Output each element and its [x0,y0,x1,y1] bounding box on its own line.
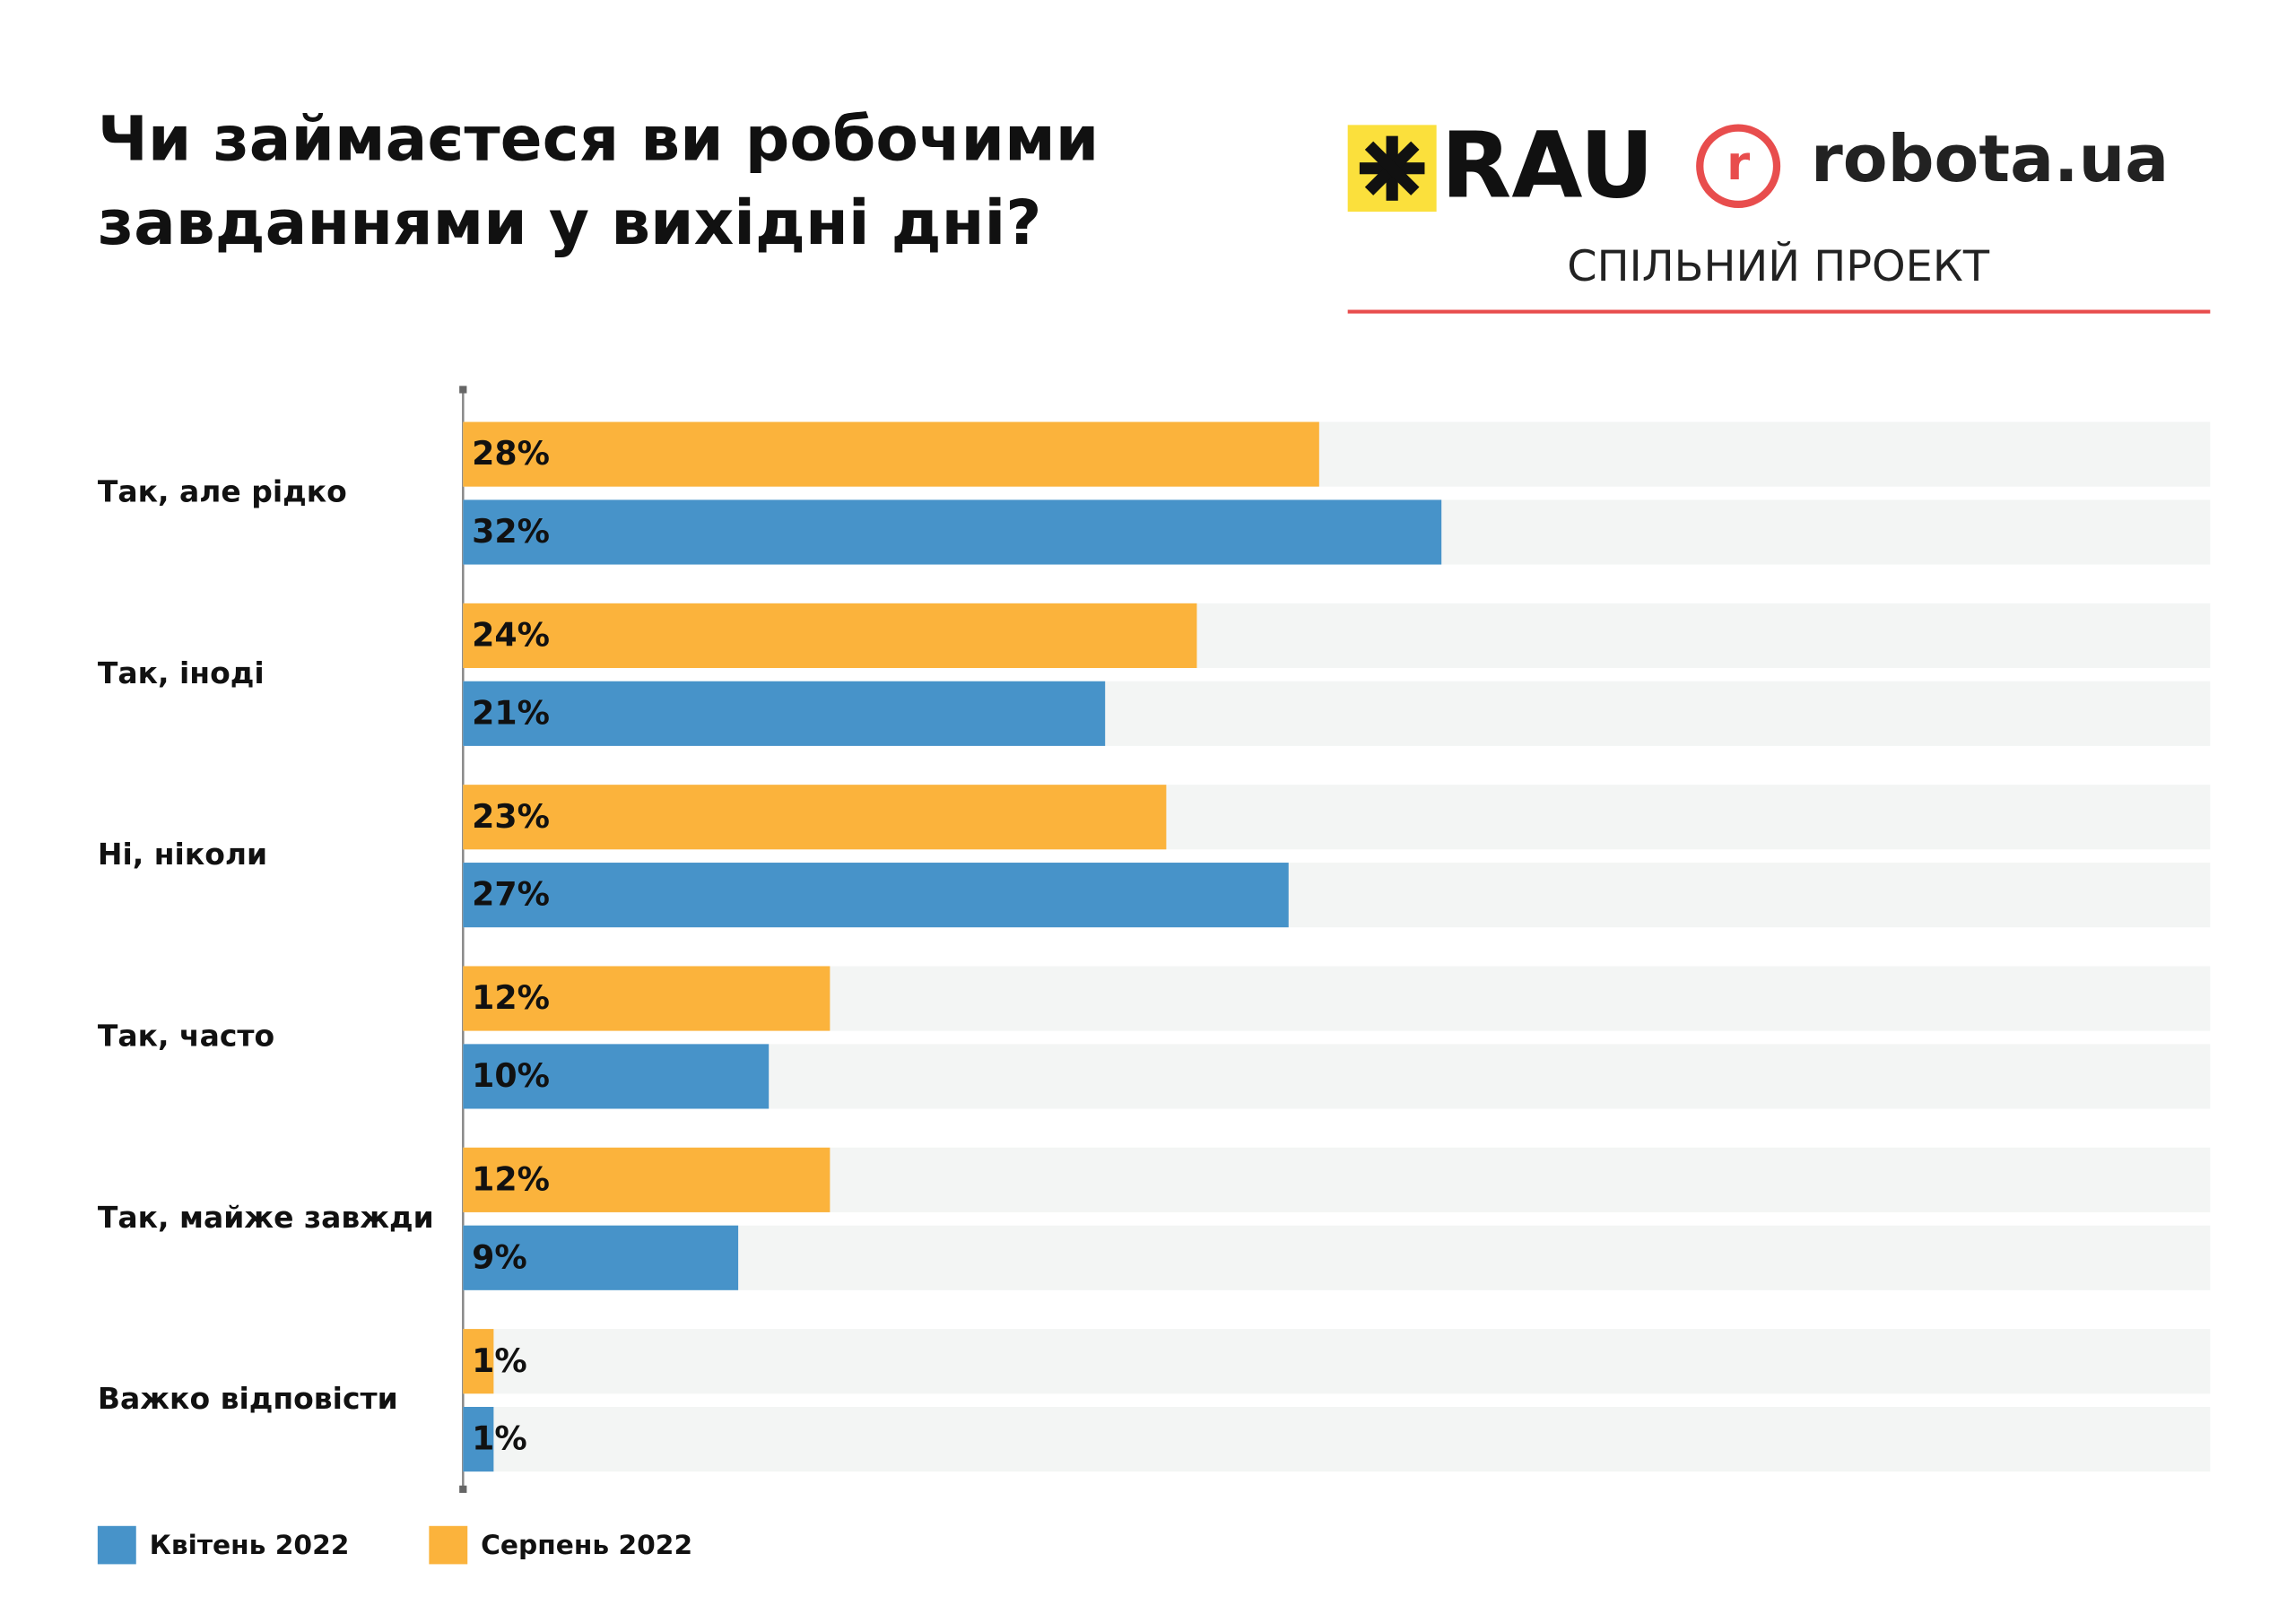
value-label: 1% [472,1341,527,1380]
value-label: 12% [472,978,550,1017]
category-label: Так, іноді [98,655,265,690]
bar [463,863,1289,928]
tagline: СПІЛЬНИЙ ПРОЕКТ [1567,240,1990,291]
category-label: Ні, ніколи [98,837,267,872]
bar [463,499,1442,565]
bar [463,1147,831,1212]
bar [463,1329,494,1394]
value-label: 28% [472,434,550,473]
value-label: 32% [472,512,550,551]
bar [463,966,831,1031]
category-label: Так, часто [98,1019,274,1054]
value-label: 12% [472,1160,550,1199]
logo-robota-text: robota.ua [1811,122,2169,197]
bar [463,1044,770,1109]
value-label: 21% [472,694,550,733]
logo-rau-text: RAU [1441,113,1655,220]
logo-icon: r [1726,136,1750,191]
axis-cap [459,386,467,394]
legend-label: Серпень 2022 [481,1530,692,1560]
logo-star [1359,135,1425,201]
logo-robota: r robota.ua [1696,122,2169,208]
bar [463,681,1106,746]
bar-track [463,1225,2211,1290]
value-label: 27% [472,875,550,914]
value-label: 24% [472,616,550,655]
logo-circle [1696,124,1781,208]
value-label: 1% [472,1419,527,1458]
value-label: 23% [472,797,550,836]
bar-track [463,1406,2211,1472]
category-label: Важко відповісти [98,1381,398,1416]
axis-cap [459,1485,467,1493]
title-box: Чи займаєтеся ви робочими завданнями у в… [97,102,1100,259]
bar-track [463,1329,2211,1394]
bar [463,1406,494,1472]
bar [463,785,1167,850]
chart-title: Чи займаєтеся ви робочими завданнями у в… [97,102,1100,259]
bar [463,603,1197,668]
legend-swatch [97,1525,136,1565]
value-label: 10% [472,1056,550,1095]
bar [463,1225,739,1290]
bar [463,421,1319,487]
category-label: Так, майже завжди [98,1200,434,1235]
legend-label: Квітень 2022 [150,1530,350,1560]
logo-rau: RAU [1347,113,1655,220]
legend-swatch [429,1525,468,1565]
category-label: Так, але рідко [98,474,347,509]
value-label: 9% [472,1237,527,1276]
